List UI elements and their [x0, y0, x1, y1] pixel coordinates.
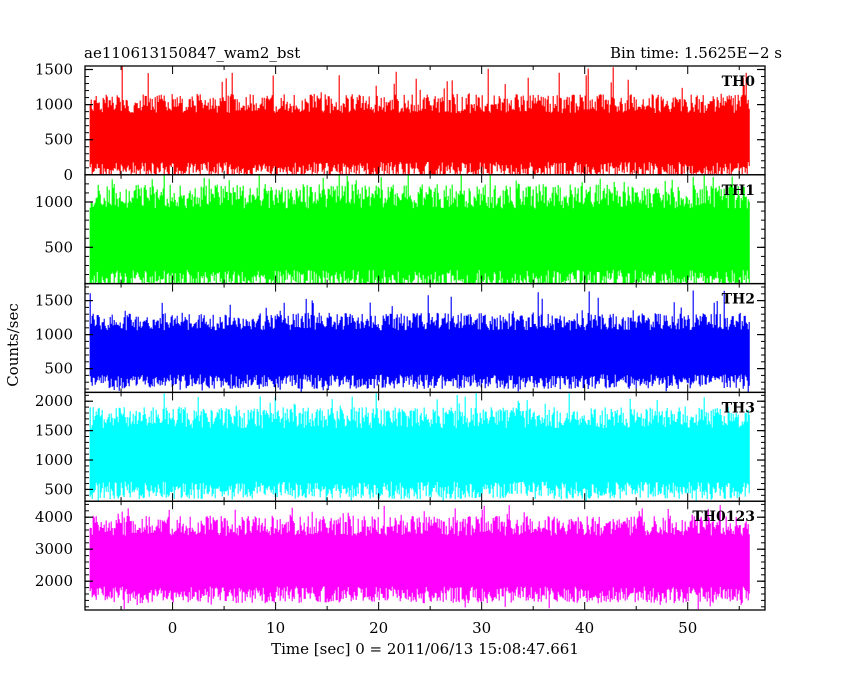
y-tick-label: 1000	[35, 193, 73, 211]
x-tick-label: 30	[472, 619, 491, 637]
y-tick-label: 500	[44, 238, 73, 256]
x-axis-title: Time [sec] 0 = 2011/06/13 15:08:47.661	[271, 640, 579, 658]
chart-title: ae110613150847_wam2_bst	[84, 44, 301, 62]
series-th3	[89, 392, 750, 502]
y-tick-label: 1000	[35, 451, 73, 469]
panel-th0123: 2000 3000 4000 TH0123	[35, 500, 766, 611]
y-tick-label: 1000	[35, 96, 73, 114]
y-tick-label: 2000	[35, 572, 73, 590]
y-tick-label: 500	[44, 480, 73, 498]
panel-name-th1: TH1	[722, 183, 755, 199]
y-tick-label: 500	[44, 131, 73, 149]
y-tick-label: 0	[63, 166, 73, 184]
panel-name-th0123: TH0123	[692, 509, 755, 525]
y-tick-label: 2000	[35, 392, 73, 410]
y-tick-label: 1000	[35, 326, 73, 344]
y-tick-label: 500	[44, 360, 73, 378]
y-tick-label: 3000	[35, 540, 73, 558]
series-th0123	[89, 505, 750, 610]
y-tick-label: 1500	[35, 422, 73, 440]
panel-th1: 500 1000 TH1	[35, 174, 766, 285]
y-axis-title: Counts/sec	[4, 303, 22, 387]
series-th1	[89, 174, 750, 284]
panel-name-th3: TH3	[722, 400, 755, 416]
y-tick-label: 1500	[35, 61, 73, 79]
panel-name-th2: TH2	[722, 292, 755, 308]
x-axis: 0 10 20 30 40 50	[168, 619, 697, 637]
panel-th3: 500 1000 1500 2000 TH3	[35, 391, 766, 502]
x-tick-label: 40	[575, 619, 594, 637]
x-tick-label: 20	[369, 619, 388, 637]
series-th2	[89, 290, 750, 393]
x-tick-label: 50	[678, 619, 697, 637]
panel-th0: 0 500 1000 1500 TH0	[35, 61, 766, 184]
y-tick-label: 1500	[35, 292, 73, 310]
series-th0	[89, 66, 750, 175]
panel-th2: 500 1000 1500 TH2	[35, 282, 766, 394]
y-tick-label: 4000	[35, 508, 73, 526]
bin-time-label: Bin time: 1.5625E−2 s	[609, 44, 782, 62]
x-tick-label: 10	[266, 619, 285, 637]
panel-name-th0: TH0	[722, 74, 756, 90]
x-tick-label: 0	[168, 619, 178, 637]
